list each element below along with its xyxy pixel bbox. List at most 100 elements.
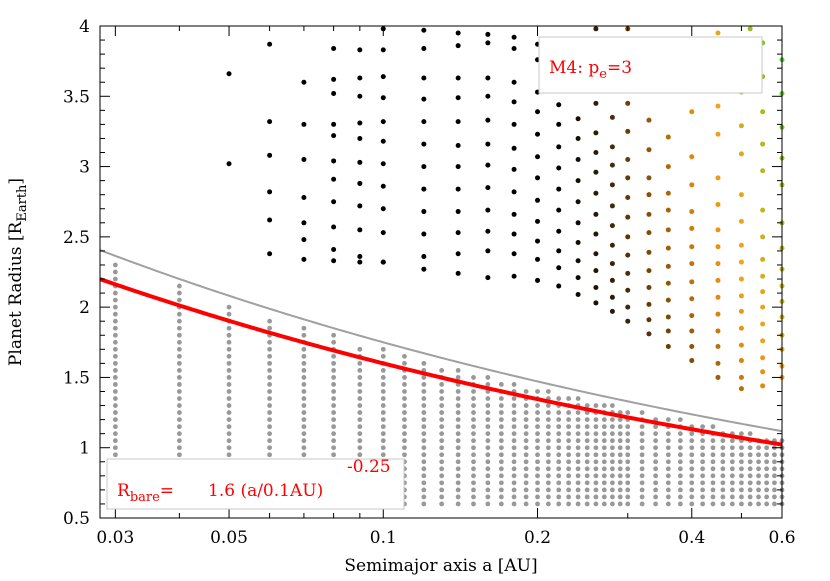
model-point (535, 175, 541, 181)
gray-point (584, 445, 590, 451)
model-point (301, 79, 307, 85)
gray-point (301, 382, 307, 387)
model-point (421, 254, 427, 260)
gray-point (357, 445, 363, 451)
gray-point (593, 494, 599, 500)
gray-point (267, 339, 273, 345)
gray-point (471, 389, 476, 394)
gray-point (439, 410, 445, 415)
model-point (331, 176, 337, 182)
gray-point (176, 368, 182, 373)
gray-point (535, 431, 540, 437)
gray-point (380, 452, 386, 458)
model-point (267, 119, 273, 125)
fit-formula-exponent: -0.25 (347, 457, 391, 477)
gray-point (421, 382, 427, 387)
model-point (357, 159, 363, 165)
gray-point (301, 332, 307, 338)
gray-point (471, 438, 476, 444)
gray-point (226, 431, 232, 437)
gray-point (729, 452, 735, 458)
gray-point (601, 417, 607, 422)
gray-point (498, 459, 504, 465)
gray-point (380, 353, 386, 359)
gray-point (584, 417, 590, 422)
model-point (357, 93, 363, 99)
gray-point (112, 353, 118, 359)
gray-point (625, 466, 631, 472)
model-point (455, 75, 461, 81)
model-point (593, 251, 599, 257)
gray-point (556, 417, 562, 422)
gray-point (729, 501, 735, 507)
gray-point (176, 445, 182, 451)
gray-point (593, 501, 599, 507)
gray-point (601, 459, 607, 465)
gray-point (729, 494, 735, 500)
y-axis-label-close: ] (6, 178, 26, 185)
gray-point (176, 339, 182, 345)
model-point (760, 289, 766, 295)
model-point (625, 157, 631, 163)
gray-point (421, 452, 427, 458)
gray-point (523, 466, 529, 472)
gray-point (665, 466, 671, 472)
model-point (331, 45, 337, 51)
model-point (455, 164, 461, 170)
gray-point (498, 466, 504, 472)
model-point (575, 157, 581, 163)
gray-point (584, 480, 590, 486)
gray-point (556, 459, 562, 465)
gray-point (226, 389, 232, 394)
gray-point (226, 445, 232, 451)
model-point (455, 251, 461, 257)
gray-point (617, 431, 623, 437)
model-point (455, 270, 461, 276)
x-tick-label: 0.1 (370, 528, 397, 548)
gray-point (720, 501, 726, 507)
gray-point (625, 494, 631, 500)
gray-point (331, 396, 337, 401)
gray-point (439, 382, 445, 387)
gray-point (566, 501, 572, 507)
gray-point (523, 438, 529, 444)
gray-point (357, 389, 363, 394)
gray-point (665, 480, 671, 486)
gray-point (653, 445, 659, 451)
x-tick-label: 0.2 (524, 528, 551, 548)
gray-point (584, 501, 590, 507)
gray-point (545, 459, 551, 465)
model-point (625, 270, 631, 276)
gray-point (764, 487, 770, 493)
gray-point (764, 501, 770, 507)
gray-point (226, 410, 232, 415)
model-point (485, 117, 491, 123)
gray-point (455, 410, 461, 415)
gray-point (575, 445, 581, 451)
gray-point (710, 452, 716, 458)
gray-point (112, 431, 118, 437)
gray-point (653, 480, 659, 486)
gray-point (523, 452, 529, 458)
gray-point (498, 417, 504, 422)
gray-point (639, 431, 645, 437)
gray-point (357, 410, 363, 415)
gray-point (439, 368, 445, 373)
gray-point (545, 438, 551, 444)
gray-point (689, 473, 695, 479)
model-point (738, 259, 744, 265)
gray-point (601, 487, 607, 493)
gray-point (471, 410, 476, 415)
gray-point (226, 353, 232, 359)
model-point (665, 245, 671, 251)
gray-point (176, 431, 182, 437)
gray-point (176, 283, 182, 289)
model-point (715, 30, 721, 36)
model-point (715, 294, 721, 300)
gray-point (584, 403, 590, 408)
gray-point (665, 438, 671, 444)
model-point (575, 258, 581, 264)
model-point (760, 383, 766, 389)
gray-point (617, 487, 623, 493)
model-point (738, 342, 744, 348)
